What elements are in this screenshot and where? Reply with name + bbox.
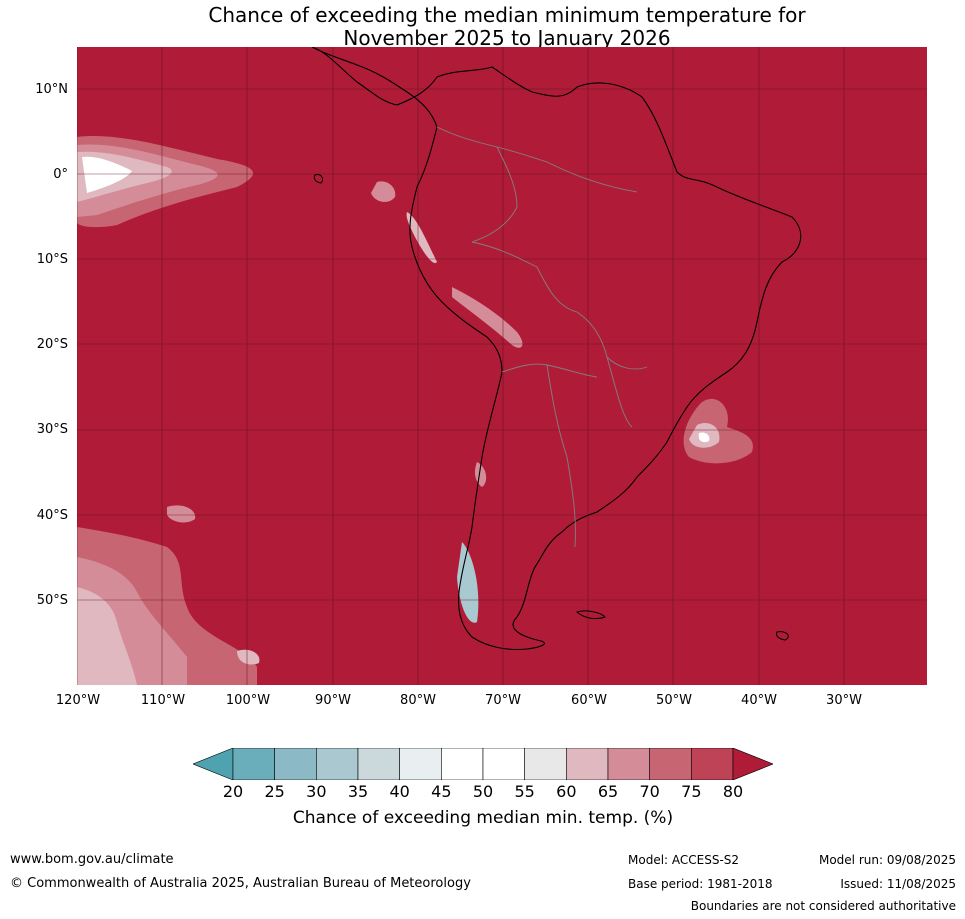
graticule [77, 47, 927, 685]
lon-label-70w: 70°W [485, 693, 521, 708]
footer-disclaimer: Boundaries are not considered authoritat… [690, 899, 956, 913]
colorbar-box [357, 748, 400, 780]
colorbar-box [649, 748, 692, 780]
colorbar-box [274, 748, 317, 780]
lon-label-110w: 110°W [140, 693, 186, 708]
islands [313, 174, 789, 641]
chart-title: Chance of exceeding the median minimum t… [0, 4, 965, 50]
colorbar-box [399, 748, 442, 780]
footer-base-period: Base period: 1981-2018 [628, 877, 773, 891]
lon-label-30w: 30°W [826, 693, 862, 708]
anomaly-patch-equatorial-pacific [77, 136, 396, 228]
country-borders [436, 126, 648, 548]
colorbar-tick-label: 30 [306, 782, 327, 801]
colorbar-box [607, 748, 650, 780]
lon-label-60w: 60°W [571, 693, 607, 708]
colorbar-label: Chance of exceeding median min. temp. (%… [292, 808, 674, 828]
colorbar-tick-label: 20 [222, 782, 244, 801]
lon-label-120w: 120°W [55, 693, 101, 708]
colorbar-tick-label: 50 [472, 782, 494, 801]
colorbar-arrow-high [732, 748, 773, 780]
colorbar-tick-label: 35 [347, 782, 369, 801]
colorbar-tick-label: 60 [556, 782, 577, 801]
south-america-coastline [311, 47, 802, 651]
colorbar-tick-label: 70 [639, 782, 660, 801]
footer-model: Model: ACCESS-S2 [628, 853, 740, 867]
footer-copyright: © Commonwealth of Australia 2025, Austra… [10, 876, 471, 891]
anomaly-patch-andes [406, 212, 523, 623]
anomaly-patch-southwest-atlantic [683, 398, 753, 464]
title-line-1: Chance of exceeding the median minimum t… [208, 3, 806, 27]
lat-label-10s: 10°S [36, 252, 68, 267]
colorbar-box [691, 748, 734, 780]
lat-label-50s: 50°S [36, 593, 68, 608]
lon-label-40w: 40°W [741, 693, 777, 708]
anomaly-patch-southeast-pacific [77, 505, 260, 685]
colorbar [193, 748, 773, 780]
colorbar-box [566, 748, 609, 780]
lat-label-10n: 10°N [35, 82, 68, 97]
footer-issued: Issued: 11/08/2025 [840, 877, 956, 891]
lat-label-30s: 30°S [36, 422, 68, 437]
colorbar-box [482, 748, 525, 780]
colorbar-box [232, 748, 275, 780]
lon-label-90w: 90°W [315, 693, 351, 708]
colorbar-tick-label: 25 [264, 782, 285, 801]
lat-label-40s: 40°S [36, 508, 68, 523]
footer-website: www.bom.gov.au/climate [10, 852, 174, 867]
map-panel [77, 47, 927, 685]
footer-model-run: Model run: 09/08/2025 [818, 853, 956, 867]
colorbar-tick-label: 40 [389, 782, 410, 801]
colorbar-box [524, 748, 567, 780]
colorbar-tick-label: 75 [681, 782, 702, 801]
colorbar-tick-label: 55 [514, 782, 535, 801]
colorbar-tick-label: 65 [597, 782, 619, 801]
colorbar-box [316, 748, 359, 780]
lat-label-20s: 20°S [36, 337, 68, 352]
colorbar-box [441, 748, 484, 780]
colorbar-tick-label: 80 [722, 782, 744, 801]
lon-label-50w: 50°W [656, 693, 692, 708]
map-svg [77, 47, 927, 685]
lon-label-80w: 80°W [400, 693, 436, 708]
lat-label-0: 0° [53, 167, 68, 182]
title-line-2: November 2025 to January 2026 [343, 26, 671, 50]
colorbar-tick-label: 45 [431, 782, 452, 801]
colorbar-arrow-low [193, 748, 234, 780]
lon-label-100w: 100°W [225, 693, 271, 708]
